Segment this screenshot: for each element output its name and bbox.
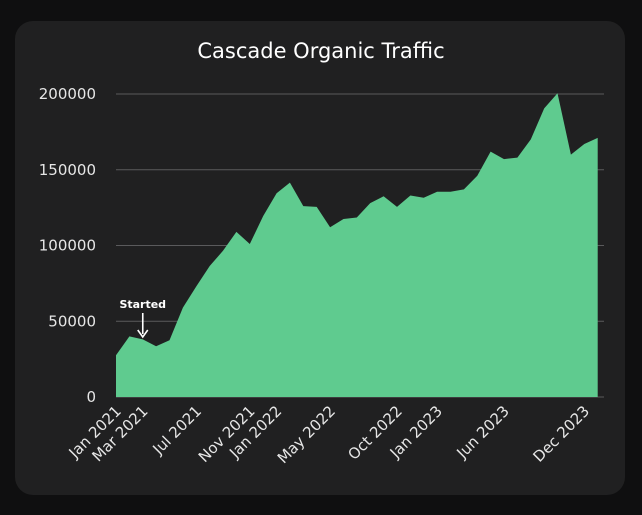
y-tick-label: 0 <box>86 388 96 406</box>
annotation-label: Started <box>119 298 166 311</box>
x-tick-label: Jun 2023 <box>452 402 512 462</box>
chart-title: Cascade Organic Traffic <box>197 39 445 63</box>
y-tick-label: 200000 <box>39 85 96 103</box>
traffic-area <box>116 93 598 397</box>
x-tick-label: May 2022 <box>274 402 339 467</box>
x-tick-label: Dec 2023 <box>530 402 594 466</box>
y-tick-label: 150000 <box>39 161 96 179</box>
y-tick-label: 100000 <box>39 237 96 255</box>
y-tick-label: 50000 <box>48 312 96 330</box>
annotation-arrowhead <box>137 329 149 339</box>
